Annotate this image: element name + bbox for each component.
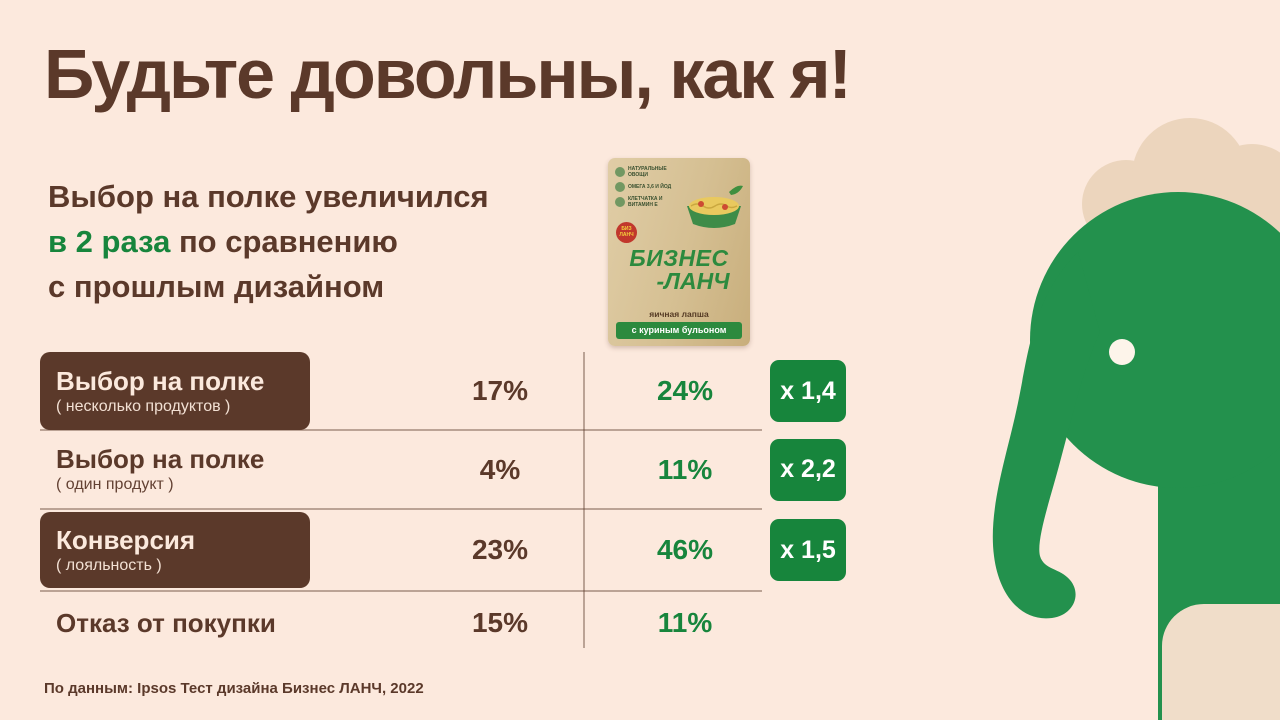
package-brand: БИЗНЕС -ЛАНЧ — [608, 245, 750, 294]
subtitle-line-1: Выбор на полке увеличился — [48, 174, 489, 219]
value-after: 11% — [657, 453, 713, 485]
row-label: Выбор на полке — [56, 365, 265, 396]
row-sublabel: ( один продукт ) — [56, 476, 174, 493]
noodle-bowl-illustration — [687, 185, 743, 228]
claim-label: омега 3,6 и йод — [628, 184, 672, 190]
row-divider — [40, 508, 762, 510]
table-row: Конверсия ( лояльность ) 23% 46% x 1,5 — [40, 509, 850, 591]
claim-item: натуральные овощи — [615, 166, 674, 178]
claim-label: клетчатка и витамин Е — [628, 196, 663, 208]
elephant-eye — [1109, 339, 1135, 365]
table-row: Выбор на полке ( один продукт ) 4% 11% x… — [40, 430, 850, 509]
value-before: 4% — [479, 453, 521, 485]
multiplier-badge: x 1,4 — [770, 360, 846, 422]
claim-label: натуральные овощи — [628, 166, 667, 178]
brand-logo-text: ЛАНЧ — [619, 231, 634, 238]
table-row: Отказ от покупки 15% 11% — [40, 591, 850, 655]
multiplier-badge: x 2,2 — [770, 438, 846, 501]
corner-shape — [1162, 604, 1280, 720]
page-title: Будьте довольны, как я! — [44, 35, 852, 113]
value-after: 11% — [657, 607, 713, 638]
subtitle: Выбор на полке увеличился в 2 раза по ср… — [48, 174, 489, 309]
product-package: натуральные овощи омега 3,6 и йод клетча… — [608, 158, 750, 346]
claim-icon — [615, 197, 625, 207]
brand-logo: БИЗ ЛАНЧ — [616, 222, 637, 243]
value-before: 17% — [471, 375, 529, 406]
leaf-icon — [729, 185, 743, 195]
brand-logo-text: БИЗ — [621, 226, 632, 232]
multiplier-badge: x 1,5 — [770, 519, 846, 581]
row-sublabel: ( лояльность ) — [56, 556, 162, 574]
row-label: Выбор на полке — [56, 444, 265, 474]
row-label-badge: Выбор на полке ( несколько продуктов ) — [40, 352, 310, 430]
table-row: Выбор на полке ( несколько продуктов ) 1… — [40, 352, 850, 430]
product-type-label: яичная лапша — [649, 309, 709, 319]
subtitle-line-2: в 2 раза по сравнению — [48, 219, 489, 264]
row-divider — [40, 590, 762, 592]
package-claims: натуральные овощи омега 3,6 и йод клетча… — [615, 166, 674, 212]
value-before: 23% — [471, 534, 529, 565]
brand-name-line: -ЛАНЧ — [656, 268, 730, 294]
subtitle-line-3: с прошлым дизайном — [48, 264, 489, 309]
claim-item: омега 3,6 и йод — [615, 182, 674, 192]
row-label: Конверсия — [56, 524, 196, 555]
value-after: 46% — [656, 534, 714, 565]
subtitle-text: по сравнению — [170, 224, 398, 259]
row-divider — [40, 429, 762, 431]
subtitle-text: с прошлым дизайном — [48, 269, 385, 304]
row-label-plain: Выбор на полке ( один продукт ) — [40, 430, 310, 509]
column-divider — [583, 352, 585, 648]
row-sublabel: ( несколько продуктов ) — [56, 397, 231, 415]
flavor-banner: с куриным бульоном — [616, 322, 742, 339]
brand-name-line: БИЗНЕС — [629, 245, 729, 271]
value-after: 24% — [656, 375, 714, 406]
subtitle-highlight: в 2 раза — [48, 224, 171, 259]
source-note: По данным: Ipsos Тест дизайна Бизнес ЛАН… — [44, 680, 424, 697]
claim-icon — [615, 182, 625, 192]
value-before: 15% — [471, 607, 529, 638]
claim-icon — [615, 167, 625, 177]
row-label: Отказ от покупки — [56, 608, 276, 638]
claim-item: клетчатка и витамин Е — [615, 196, 674, 208]
elephant-trunk — [992, 252, 1100, 619]
row-label-badge: Конверсия ( лояльность ) — [40, 512, 310, 588]
row-label-plain: Отказ от покупки — [40, 591, 310, 655]
subtitle-text: Выбор на полке увеличился — [48, 179, 489, 214]
